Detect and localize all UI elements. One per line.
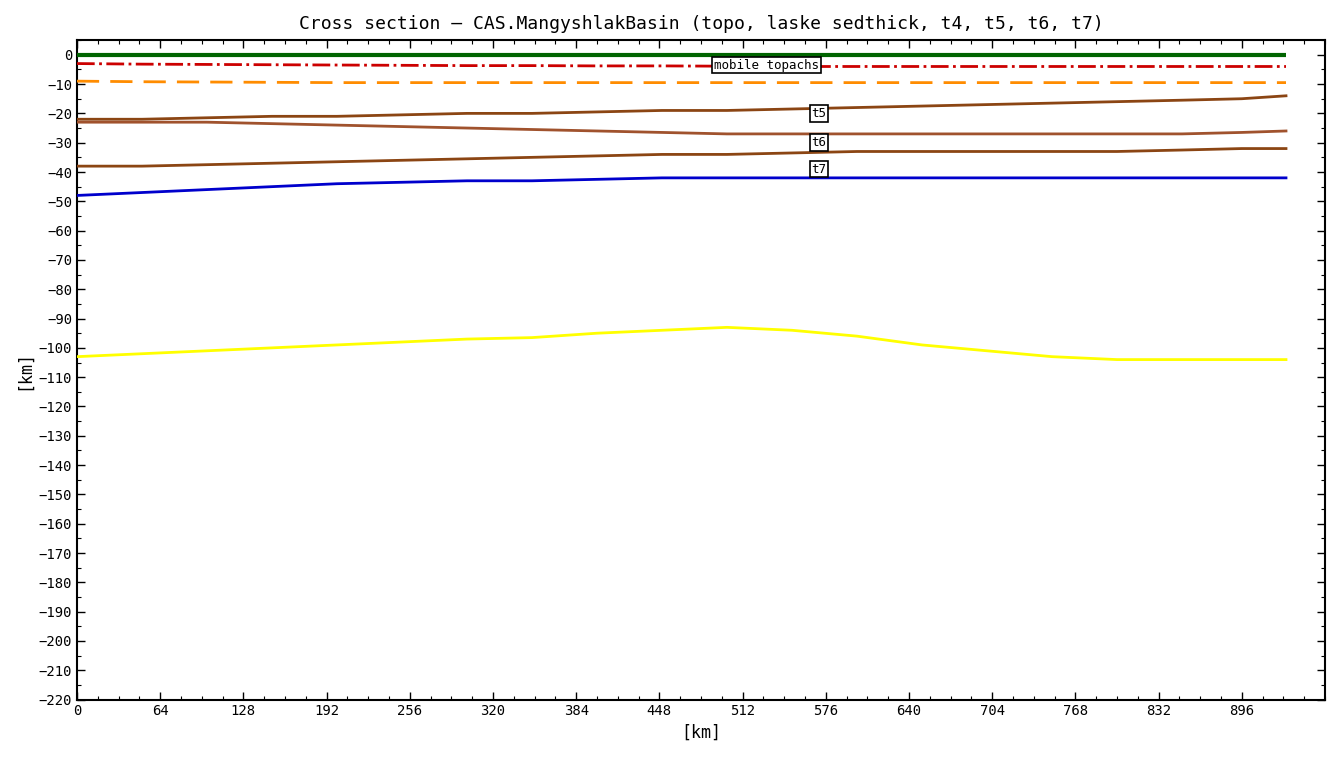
Text: t7: t7 — [812, 163, 827, 176]
X-axis label: [km]: [km] — [681, 724, 721, 742]
Text: mobile topachs: mobile topachs — [714, 58, 819, 71]
Y-axis label: [km]: [km] — [15, 350, 34, 390]
Title: Cross section – CAS.MangyshlakBasin (topo, laske sedthick, t4, t5, t6, t7): Cross section – CAS.MangyshlakBasin (top… — [299, 15, 1103, 33]
Text: t5: t5 — [812, 107, 827, 120]
Text: t6: t6 — [812, 136, 827, 149]
